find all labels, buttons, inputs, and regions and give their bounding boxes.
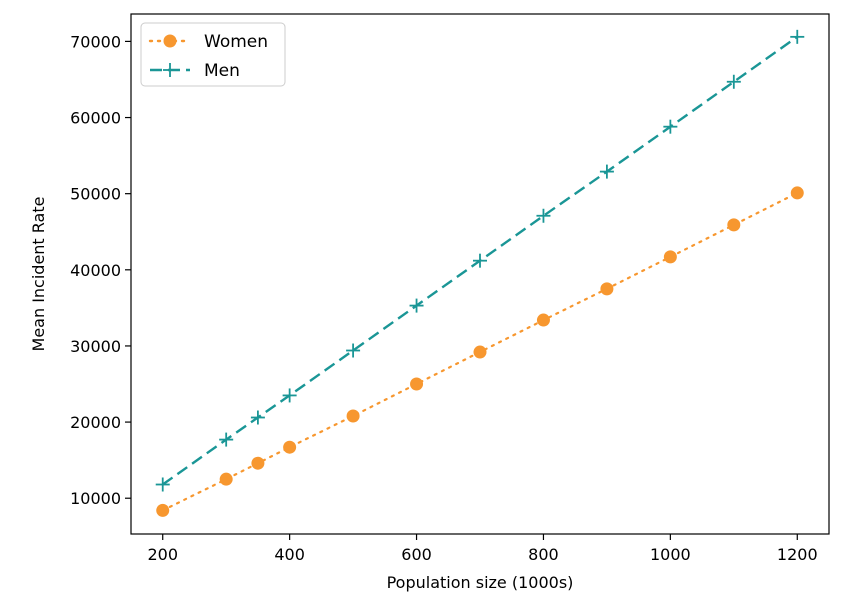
y-axis-ticks: 10000 20000 30000 40000 50000 60000 70000 <box>70 32 131 508</box>
data-point <box>727 218 741 232</box>
data-point <box>410 377 424 391</box>
data-point <box>282 388 297 403</box>
y-tick-label: 30000 <box>70 337 121 356</box>
data-point <box>283 440 297 454</box>
x-tick-label: 600 <box>401 545 432 564</box>
x-tick-label: 200 <box>147 545 178 564</box>
x-tick-label: 1000 <box>650 545 691 564</box>
data-point <box>726 74 741 89</box>
series-line <box>162 35 798 486</box>
data-point <box>663 250 677 264</box>
y-tick-label: 50000 <box>70 185 121 204</box>
data-point <box>156 503 170 517</box>
data-point <box>663 119 678 134</box>
x-tick-label: 400 <box>274 545 305 564</box>
legend-entry-men: Men <box>150 61 240 81</box>
legend-label: Women <box>204 32 268 52</box>
legend: Women Men <box>140 22 286 87</box>
y-axis-label: Mean Incident Rate <box>29 197 48 352</box>
legend-entry-women: Women <box>148 32 268 52</box>
x-axis-ticks: 200 400 600 800 1000 1200 <box>147 534 818 564</box>
y-tick-label: 60000 <box>70 109 121 128</box>
y-tick-label: 40000 <box>70 261 121 280</box>
data-point <box>346 409 360 423</box>
x-tick-label: 800 <box>528 545 559 564</box>
legend-entries: Women Men <box>148 32 268 81</box>
data-point <box>536 313 550 327</box>
series-women <box>156 186 804 517</box>
data-point <box>251 456 265 470</box>
legend-marker <box>163 34 177 48</box>
data-point <box>250 410 265 425</box>
data-point <box>790 29 805 44</box>
series-men <box>155 29 805 492</box>
data-point <box>473 253 487 268</box>
data-point <box>409 298 424 313</box>
data-point <box>473 345 487 359</box>
data-point <box>219 472 233 486</box>
data-point <box>155 477 170 492</box>
legend-label: Men <box>204 61 240 81</box>
x-axis-label: Population size (1000s) <box>387 573 574 592</box>
y-tick-label: 70000 <box>70 32 121 51</box>
data-point <box>599 164 614 179</box>
data-point <box>790 186 804 200</box>
y-tick-label: 10000 <box>70 489 121 508</box>
x-tick-label: 1200 <box>777 545 818 564</box>
legend-marker <box>163 63 177 77</box>
data-point <box>600 282 614 296</box>
data-point <box>536 208 551 223</box>
series-layer <box>155 29 805 517</box>
plot-frame <box>130 13 830 535</box>
series-line <box>161 191 799 512</box>
data-point <box>219 432 234 447</box>
y-tick-label: 20000 <box>70 413 121 432</box>
data-point <box>346 343 361 358</box>
